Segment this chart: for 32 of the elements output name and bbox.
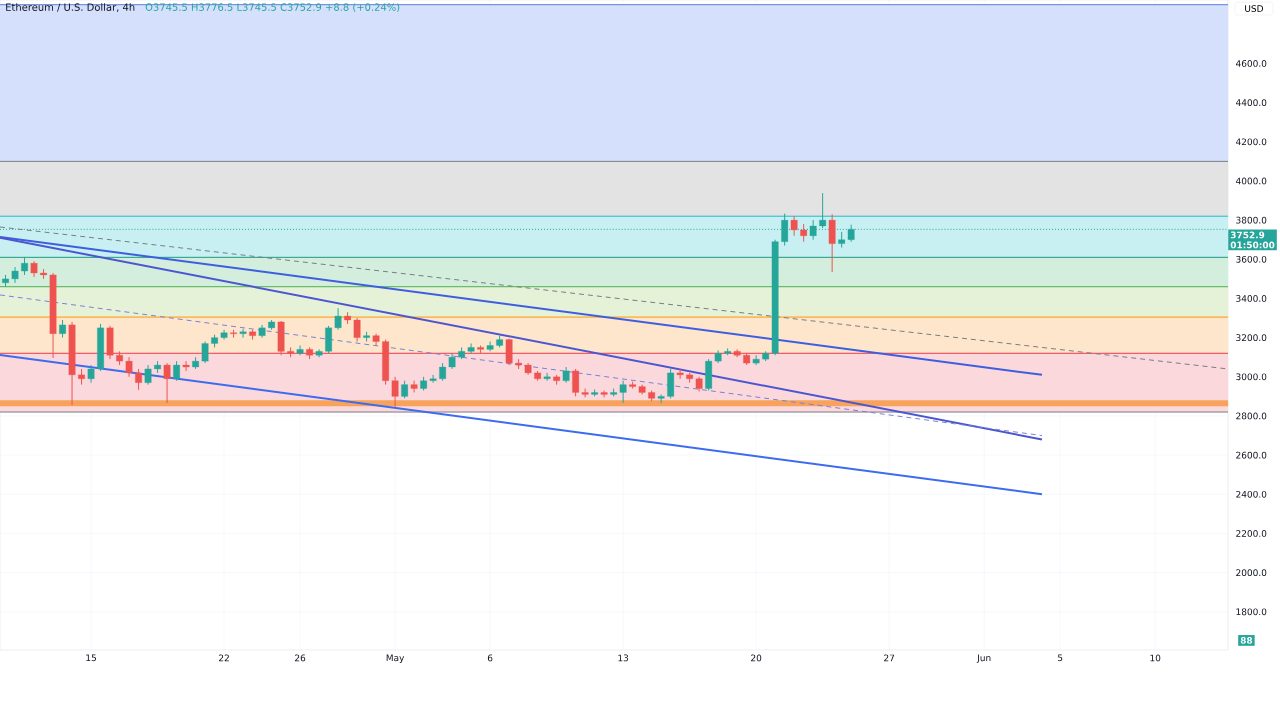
x-tick-label: 26 [295, 654, 306, 662]
chart-subtitle: O3745.5 H3776.5 L3745.5 C3752.9 +8.8 (+0.24%) [145, 3, 400, 13]
x-tick-label: 13 [618, 654, 629, 662]
x-tick-label: 15 [86, 654, 96, 662]
x-tick-label: Jun [976, 654, 991, 663]
y-tick-label: 2800.0 [1236, 412, 1267, 420]
x-tick-label: 27 [884, 654, 895, 662]
y-tick-label: 4000.0 [1235, 177, 1267, 185]
x-tick-label: 10 [1150, 654, 1161, 662]
ref-line-label: 3752.9 [1230, 231, 1265, 239]
y-tick-label: 2400.0 [1236, 490, 1267, 498]
y-tick-label: 4200.0 [1235, 138, 1267, 146]
text: 01:50:00 [1230, 241, 1275, 249]
y-tick-label: 2000.0 [1236, 569, 1267, 577]
y-tick-label: 3400.0 [1236, 295, 1267, 302]
y-tick-label: 4600.0 [1235, 60, 1267, 67]
x-tick-label: 22 [219, 654, 229, 662]
x-tick-label: 5 [1058, 654, 1063, 662]
text: 88 [1240, 637, 1253, 644]
y-tick-label: 3800.0 [1236, 216, 1267, 224]
y-tick-label: 2600.0 [1236, 451, 1267, 459]
x-tick-label: 20 [751, 654, 762, 662]
y-axis-title: USD [1245, 5, 1263, 12]
x-tick-label: May [386, 654, 405, 663]
y-tick-label: 4400.0 [1235, 99, 1267, 106]
x-tick-label: 6 [487, 654, 493, 662]
chart-title: Ethereum / U.S. Dollar, 4h [6, 3, 135, 12]
y-tick-label: 1800.0 [1236, 608, 1267, 616]
y-tick-label: 3000.0 [1236, 373, 1267, 381]
y-tick-label: 3600.0 [1236, 255, 1267, 263]
y-tick-label: 3200.0 [1236, 334, 1267, 342]
y-tick-label: 2200.0 [1236, 530, 1267, 537]
